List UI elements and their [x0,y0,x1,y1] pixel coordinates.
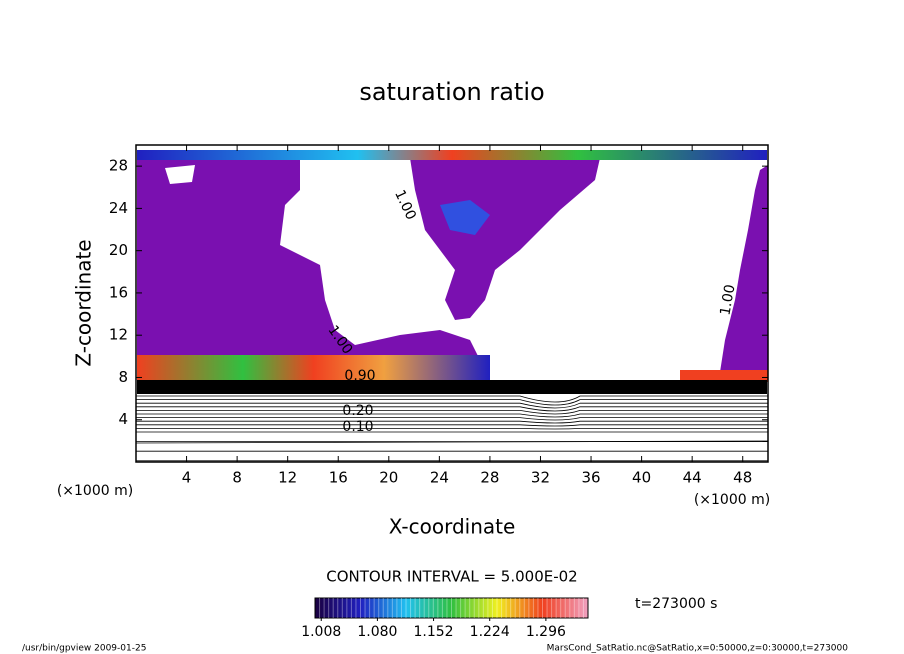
colorbar-tick-label: 1.008 [301,624,341,640]
contour-line [136,410,768,415]
x-tick-label: 32 [531,469,550,487]
region [410,158,600,320]
x-unit: (×1000 m) [694,492,770,508]
region [165,165,195,184]
x-tick-label: 40 [632,469,651,487]
contour-label: 0.20 [342,403,373,419]
region [137,158,480,372]
time-label: t=273000 s [635,596,717,612]
contour-line [136,413,768,418]
band [137,380,767,394]
contour-line [136,420,768,424]
contour-line [136,428,768,430]
contour-label: 1.00 [391,187,419,222]
contour-line [136,424,768,427]
band [137,150,767,160]
footer-left: /usr/bin/gpview 2009-01-25 [22,644,146,654]
x-tick-label: 48 [733,469,752,487]
contour-line [135,440,769,444]
y-tick-label: 28 [109,157,128,175]
contour-line [136,402,768,409]
y-tick-label: 24 [109,199,128,217]
region [720,165,768,372]
x-tick-label: 20 [379,469,398,487]
contour-lines [135,395,769,462]
y-tick-label: 12 [109,326,128,344]
x-tick-label: 28 [480,469,499,487]
colorbar-tick-label: 1.296 [526,624,566,640]
footer-right: MarsCond_SatRatio.nc@SatRatio,x=0:50000,… [547,644,849,654]
plot-frame [135,144,769,463]
colorbar-tick-label: 1.080 [357,624,397,640]
y-tick-label: 16 [109,283,128,301]
x-tick-label: 36 [581,469,600,487]
colorbar [314,597,589,619]
chart-title: saturation ratio [359,78,544,106]
contour-label: 1.00 [717,283,738,316]
colorbar-tick-label: 1.224 [470,624,510,640]
field [137,150,768,394]
contour-line [136,395,768,403]
contour-line [136,417,768,421]
x-tick-label: 16 [329,469,348,487]
y-axis-label: Z-coordinate [72,239,96,366]
x-tick-label: 8 [232,469,242,487]
y-tick-label: 4 [118,410,128,428]
contour-interval: CONTOUR INTERVAL = 5.000E-02 [326,568,577,586]
x-tick-label: 44 [683,469,702,487]
contour-line [136,406,768,412]
y-unit: (×1000 m) [57,483,133,499]
contour-label: 0.10 [342,419,373,435]
x-tick-label: 4 [182,469,192,487]
band [680,370,768,382]
x-tick-label: 24 [430,469,449,487]
x-tick-label: 12 [278,469,297,487]
band [137,355,490,380]
region [440,200,490,235]
colorbar-tick-label: 1.152 [414,624,454,640]
y-tick-label: 8 [118,368,128,386]
contour-line [136,399,768,406]
x-axis-label: X-coordinate [389,515,516,539]
y-tick-label: 20 [109,241,128,259]
contour-label: 0.90 [344,368,375,384]
